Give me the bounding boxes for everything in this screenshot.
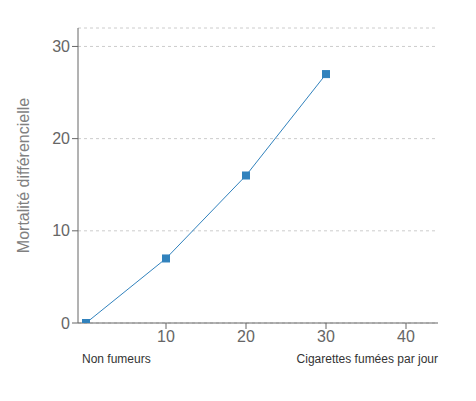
- svg-text:20: 20: [237, 328, 255, 345]
- svg-text:30: 30: [52, 38, 70, 55]
- svg-text:0: 0: [61, 315, 70, 332]
- svg-text:10: 10: [157, 328, 175, 345]
- svg-text:20: 20: [52, 130, 70, 147]
- svg-text:Cigarettes fumées par jour: Cigarettes fumées par jour: [297, 352, 438, 366]
- svg-text:Non fumeurs: Non fumeurs: [82, 352, 151, 366]
- svg-text:30: 30: [317, 328, 335, 345]
- svg-text:40: 40: [397, 328, 415, 345]
- svg-text:Mortalité différencielle: Mortalité différencielle: [15, 98, 32, 253]
- svg-text:10: 10: [52, 222, 70, 239]
